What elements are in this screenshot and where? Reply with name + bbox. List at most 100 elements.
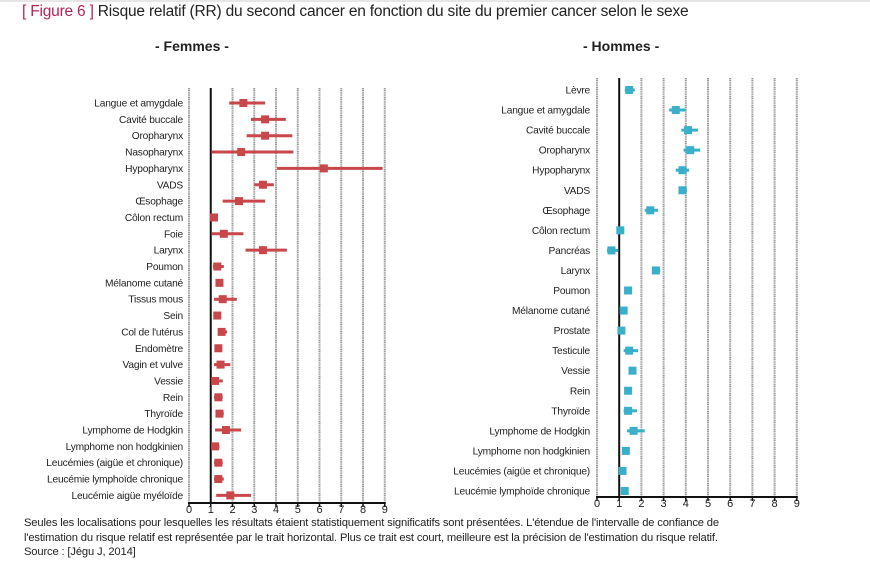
x-tick-label-hommes: 4 bbox=[683, 498, 689, 510]
category-label: Langue et amygdale bbox=[501, 106, 590, 117]
x-tick-label-hommes: 3 bbox=[661, 498, 667, 510]
rr-point bbox=[214, 393, 223, 402]
rr-point bbox=[215, 278, 224, 287]
x-tick-label-femmes: 9 bbox=[382, 504, 388, 516]
category-label: Pancréas bbox=[549, 246, 591, 257]
x-tick-label-hommes: 0 bbox=[594, 498, 600, 510]
x-tick-label-femmes: 4 bbox=[273, 504, 279, 516]
rr-point bbox=[213, 262, 222, 271]
rr-point bbox=[671, 106, 680, 115]
rr-point bbox=[616, 226, 625, 235]
rr-point bbox=[624, 406, 633, 415]
category-label: Hypopharynx bbox=[532, 166, 590, 177]
top-border bbox=[0, 0, 870, 2]
rr-point bbox=[624, 286, 633, 295]
rr-point bbox=[217, 327, 226, 336]
category-label: Leucémie lymphoïde chronique bbox=[47, 475, 184, 486]
category-label: Tissus mous bbox=[128, 295, 183, 306]
category-label: Cavité buccale bbox=[119, 115, 184, 126]
panel-title-femmes: - Femmes - bbox=[155, 38, 229, 54]
category-label: Col de l'utérus bbox=[121, 327, 183, 338]
caption-source: Source : [Jégu J, 2014] bbox=[24, 546, 136, 558]
category-label: Oropharynx bbox=[539, 146, 590, 157]
category-label: Langue et amygdale bbox=[94, 99, 183, 110]
category-label: Testicule bbox=[552, 346, 590, 357]
category-label: Lèvre bbox=[566, 86, 591, 97]
rr-point bbox=[651, 266, 660, 275]
rr-point bbox=[617, 326, 626, 335]
category-label: Mélanome cutané bbox=[512, 306, 591, 317]
rr-point bbox=[258, 180, 267, 189]
category-label: Poumon bbox=[553, 286, 590, 297]
category-label: Lymphome de Hodgkin bbox=[489, 426, 590, 437]
rr-point bbox=[211, 442, 220, 451]
rr-point bbox=[237, 148, 246, 157]
category-label: Thyroïde bbox=[551, 406, 590, 417]
category-label: Sein bbox=[163, 311, 183, 322]
x-tick-label-femmes: 7 bbox=[338, 504, 344, 516]
rr-point bbox=[319, 164, 328, 173]
rr-point bbox=[629, 426, 638, 435]
category-label: Leucémies (aigüe et chronique) bbox=[46, 458, 183, 469]
rr-point bbox=[624, 386, 633, 395]
rr-point bbox=[214, 458, 223, 467]
rr-point bbox=[226, 491, 235, 500]
x-tick-label-hommes: 9 bbox=[794, 498, 800, 510]
category-label: Rein bbox=[570, 386, 590, 397]
rr-point bbox=[621, 446, 630, 455]
rr-point bbox=[678, 186, 687, 195]
category-label: Leucémies (aigüe et chronique) bbox=[453, 466, 590, 477]
category-label: Lymphome non hodgkinien bbox=[66, 442, 183, 453]
category-label: Nasopharynx bbox=[125, 148, 183, 159]
rr-point bbox=[221, 426, 230, 434]
rr-point bbox=[607, 246, 616, 255]
category-label: Poumon bbox=[146, 262, 183, 273]
category-label: Hypopharynx bbox=[125, 164, 183, 175]
rr-point bbox=[219, 229, 228, 238]
x-tick-label-hommes: 6 bbox=[727, 498, 733, 510]
rr-point bbox=[684, 126, 693, 135]
figure-title-text: Risque relatif (RR) du second cancer en … bbox=[97, 3, 689, 20]
caption-line: l'estimation du risque relatif est repré… bbox=[24, 531, 718, 544]
x-tick-label-femmes: 6 bbox=[316, 504, 322, 516]
category-label: Œsophage bbox=[542, 206, 590, 217]
category-label: Vessie bbox=[154, 376, 183, 387]
rr-point bbox=[258, 246, 267, 255]
category-label: Leucémie lymphoïde chronique bbox=[454, 487, 591, 498]
rr-point bbox=[619, 306, 628, 315]
rr-point bbox=[239, 99, 248, 107]
x-tick-label-femmes: 3 bbox=[251, 504, 257, 516]
rr-point bbox=[620, 487, 629, 495]
category-label: VADS bbox=[564, 186, 591, 197]
rr-point bbox=[215, 409, 224, 418]
category-label: Œsophage bbox=[135, 197, 183, 208]
category-label: Vagin et vulve bbox=[123, 360, 184, 371]
category-label: Mélanome cutané bbox=[105, 278, 184, 289]
category-label: Larynx bbox=[154, 246, 183, 257]
x-tick-label-femmes: 8 bbox=[360, 504, 366, 516]
rr-point bbox=[625, 86, 634, 94]
category-label: Larynx bbox=[561, 266, 590, 277]
rr-point bbox=[625, 346, 634, 355]
x-tick-label-hommes: 8 bbox=[772, 498, 778, 510]
rr-point bbox=[235, 197, 244, 206]
rr-point bbox=[210, 213, 219, 222]
category-label: Rein bbox=[163, 393, 183, 404]
rr-point bbox=[218, 295, 227, 304]
category-label: Prostate bbox=[554, 326, 591, 337]
caption-line: Seules les localisations pour lesquelles… bbox=[24, 517, 719, 529]
category-label: Lymphome non hodgkinien bbox=[473, 446, 590, 457]
rr-point bbox=[646, 206, 655, 215]
x-tick-label-hommes: 5 bbox=[705, 498, 711, 510]
category-label: Côlon rectum bbox=[125, 213, 183, 224]
rr-point bbox=[261, 115, 270, 124]
category-label: Lymphome de Hodgkin bbox=[82, 426, 183, 437]
figure-title: [ Figure 6 ] Risque relatif (RR) du seco… bbox=[22, 3, 689, 21]
rr-point bbox=[618, 466, 627, 475]
x-tick-label-femmes: 1 bbox=[208, 504, 214, 516]
rr-point bbox=[216, 360, 225, 369]
category-label: Thyroïde bbox=[144, 409, 183, 420]
category-label: Oropharynx bbox=[132, 131, 183, 142]
x-tick-label-hommes: 7 bbox=[749, 498, 755, 510]
